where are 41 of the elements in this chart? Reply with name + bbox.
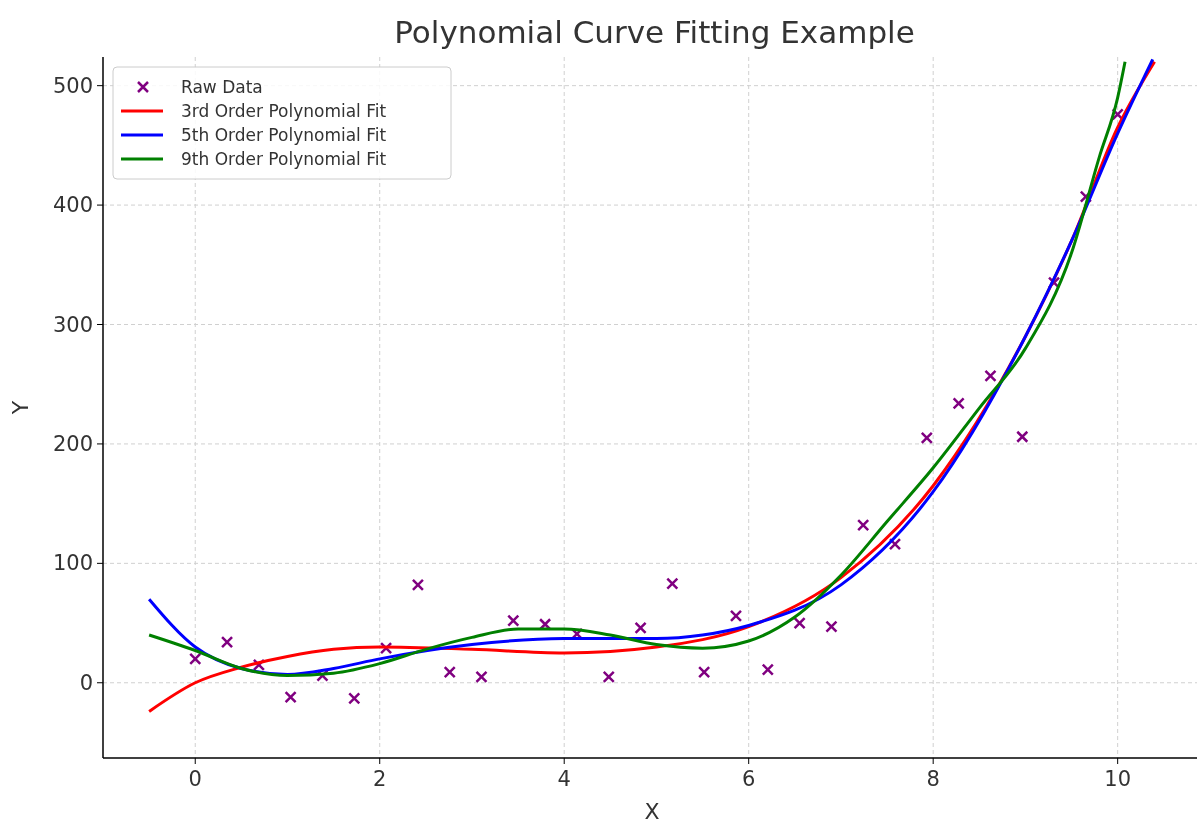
point — [634, 621, 647, 635]
legend-label: Raw Data — [181, 77, 263, 97]
x-tick-label: 8 — [926, 767, 940, 791]
point — [475, 670, 488, 684]
x-axis-title: X — [644, 799, 660, 821]
y-tick-label: 100 — [52, 551, 93, 576]
x-tick-label: 2 — [373, 767, 387, 791]
point — [920, 431, 934, 445]
point — [602, 670, 616, 684]
point — [220, 635, 234, 649]
point — [952, 397, 965, 410]
y-tick-label: 200 — [52, 431, 93, 456]
y-tick-label: 500 — [52, 73, 93, 98]
point — [666, 577, 679, 590]
legend-label: 3rd Order Polynomial Fit — [181, 101, 387, 121]
point — [825, 620, 838, 633]
point — [984, 369, 997, 383]
y-tick-label: 0 — [79, 670, 93, 695]
chart-title: Polynomial Curve Fitting Example — [394, 14, 915, 50]
y-tick-label: 300 — [52, 312, 93, 337]
x-tick-label: 6 — [742, 767, 756, 791]
legend-label: 5th Order Polynomial Fit — [181, 125, 387, 145]
point — [443, 665, 456, 679]
point — [507, 614, 520, 627]
point — [856, 518, 870, 532]
point — [697, 665, 711, 679]
y-tick-label: 400 — [52, 193, 93, 218]
x-tick-label: 4 — [557, 767, 571, 791]
legend-label: 9th Order Polynomial Fit — [181, 149, 387, 169]
point — [348, 692, 361, 705]
point — [793, 616, 806, 630]
x-tick-label: 0 — [188, 767, 202, 791]
point — [729, 609, 743, 623]
point — [888, 537, 902, 551]
point — [1016, 430, 1029, 444]
point — [284, 690, 297, 704]
x-tick-label: 10 — [1104, 767, 1132, 791]
point — [761, 663, 775, 676]
point — [411, 578, 425, 592]
point — [188, 652, 202, 666]
y-axis-title: Y — [8, 400, 33, 416]
